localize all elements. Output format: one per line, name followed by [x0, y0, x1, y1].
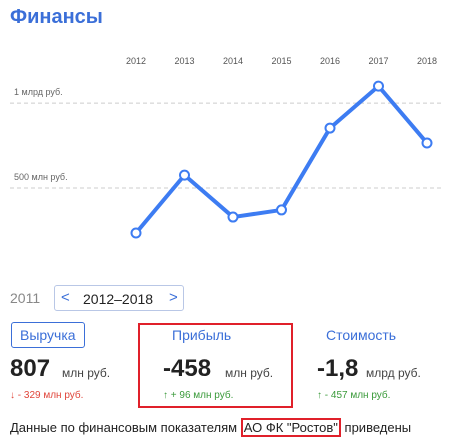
- x-tick-label: 2014: [223, 56, 243, 66]
- chart: 500 млн руб. 1 млрд руб. 2012 2013 2014 2015 2…: [10, 56, 443, 239]
- card-title[interactable]: Стоимость: [326, 327, 397, 343]
- point: [324, 122, 336, 134]
- footer-text: Данные по финансовым показателям: [10, 420, 238, 435]
- x-tick-label: 2013: [174, 56, 194, 66]
- x-tick-label: 2012: [126, 56, 146, 66]
- prev-year[interactable]: 2011: [10, 290, 41, 306]
- point: [179, 169, 190, 181]
- footer-text: приведены: [344, 420, 412, 435]
- company-link[interactable]: АО ФК "Ростов": [240, 418, 341, 437]
- point: [276, 204, 287, 216]
- card-unit: млн руб.: [225, 366, 274, 380]
- y-tick-label: 500 млн руб.: [14, 172, 68, 182]
- footer: Данные по финансовым показателям АО ФК "…: [10, 418, 412, 437]
- card-unit: млн руб.: [62, 366, 111, 380]
- card-value: -1,8: [317, 355, 359, 382]
- next-button[interactable]: >: [169, 289, 178, 306]
- card-unit: млрд руб.: [366, 366, 421, 380]
- card-title[interactable]: Выручка: [20, 327, 76, 343]
- highlight-box: [138, 323, 293, 408]
- tab-active[interactable]: [11, 322, 85, 348]
- x-tick-label: 2015: [271, 56, 291, 66]
- card-title[interactable]: Прибыль: [172, 327, 232, 343]
- card-value: 807: [10, 355, 51, 382]
- range-switcher: < 2012–2018 >: [54, 285, 184, 311]
- card-change: ↑ + 96 млн руб.: [163, 390, 234, 401]
- x-tick-label: 2016: [320, 56, 340, 66]
- y-tick-label: 1 млрд руб.: [14, 87, 63, 97]
- prev-button[interactable]: <: [61, 289, 70, 306]
- card-value: -458: [163, 355, 212, 382]
- card-change: ↓ - 329 млн руб.: [10, 390, 84, 401]
- x-tick-label: 2018: [417, 56, 437, 66]
- point: [421, 137, 433, 149]
- point: [130, 227, 142, 239]
- section-title: Финансы: [10, 6, 103, 28]
- range-label: 2012–2018: [83, 291, 154, 307]
- card-change: ↑ - 457 млн руб.: [317, 390, 391, 401]
- point: [373, 80, 384, 92]
- point: [227, 211, 239, 223]
- x-tick-label: 2017: [368, 56, 388, 66]
